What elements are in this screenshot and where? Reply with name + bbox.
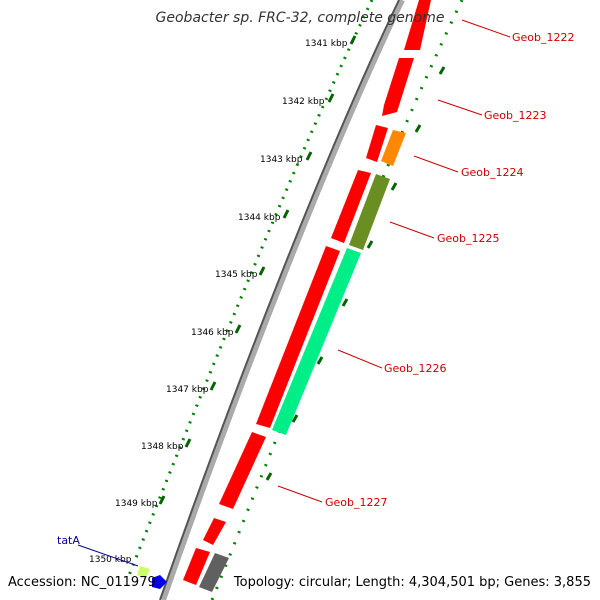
gene-label: Geob_1223: [484, 109, 547, 122]
gene-label: Geob_1222: [512, 31, 575, 44]
forward-strand-genes: [137, 130, 406, 592]
gene-label: Geob_1224: [461, 166, 524, 179]
gene-feature: [203, 518, 226, 545]
inner-dotted-line: [126, 0, 374, 579]
gene-label: Geob_1226: [384, 362, 447, 375]
gene-feature: [404, 0, 431, 50]
gene-feature: [152, 575, 167, 589]
gene-feature: [199, 553, 229, 592]
kbp-ticks: 1341 kbp 1342 kbp 1343 kbp 1344 kbp 1345…: [89, 39, 348, 565]
label-leaders: [277, 19, 511, 503]
gene-feature: [137, 566, 150, 578]
trna-leader: [77, 544, 139, 567]
backbone-arc-inner: [159, 0, 400, 600]
gene-feature: [349, 174, 390, 250]
kbp-tick-label: 1342 kbp: [282, 97, 325, 107]
accession-text: Accession: NC_011979: [8, 575, 156, 590]
kbp-tick-label: 1348 kbp: [141, 442, 184, 452]
gene-feature: [183, 548, 210, 585]
kbp-tick-label: 1346 kbp: [191, 328, 234, 338]
trna-label: tatA: [57, 534, 80, 547]
gene-feature: [331, 170, 371, 243]
gene-feature: [382, 58, 414, 116]
kbp-tick-label: 1350 kbp: [89, 555, 132, 565]
topology-text: Topology: circular; Length: 4,304,501 bp…: [233, 575, 591, 590]
gene-feature: [256, 246, 340, 428]
gene-feature: [381, 130, 406, 166]
kbp-tick-label: 1347 kbp: [166, 385, 209, 395]
kbp-tick-marks: [158, 35, 357, 505]
gene-feature: [272, 248, 361, 435]
kbp-tick-label: 1344 kbp: [238, 213, 281, 223]
gene-feature: [366, 125, 388, 162]
kbp-tick-label: 1345 kbp: [215, 270, 258, 280]
gene-tick-marks: [265, 66, 446, 481]
reverse-strand-genes: [183, 0, 431, 585]
gene-labels: Geob_1222 Geob_1223 Geob_1224 Geob_1225 …: [325, 31, 575, 509]
gene-feature: [219, 432, 266, 509]
gene-label: Geob_1225: [437, 232, 500, 245]
genome-title: Geobacter sp. FRC-32, complete genome: [155, 10, 445, 26]
kbp-tick-label: 1349 kbp: [115, 499, 158, 509]
kbp-tick-label: 1343 kbp: [260, 155, 303, 165]
gene-label: Geob_1227: [325, 496, 388, 509]
kbp-tick-label: 1341 kbp: [305, 39, 348, 49]
backbone-arc: [160, 0, 405, 600]
